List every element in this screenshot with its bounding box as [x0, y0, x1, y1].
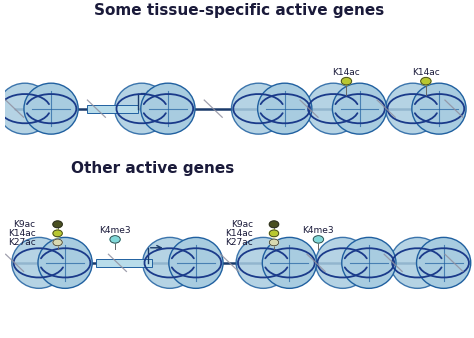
- Text: K4me3: K4me3: [302, 226, 334, 235]
- Text: K14ac: K14ac: [8, 229, 36, 238]
- Circle shape: [110, 236, 120, 243]
- Text: Some tissue-specific active genes: Some tissue-specific active genes: [94, 3, 384, 18]
- Ellipse shape: [143, 237, 197, 288]
- Circle shape: [53, 230, 62, 237]
- Circle shape: [341, 77, 352, 85]
- Ellipse shape: [12, 237, 66, 288]
- Text: K14ac: K14ac: [412, 68, 440, 77]
- Circle shape: [269, 239, 279, 246]
- Bar: [96, 259, 153, 267]
- Ellipse shape: [0, 83, 52, 134]
- Text: Other active genes: Other active genes: [71, 161, 234, 176]
- Text: K14ac: K14ac: [225, 229, 253, 238]
- Ellipse shape: [236, 237, 291, 288]
- Ellipse shape: [316, 237, 370, 288]
- Circle shape: [313, 236, 324, 243]
- Text: K9ac: K9ac: [14, 220, 36, 229]
- Ellipse shape: [332, 83, 387, 134]
- Circle shape: [421, 77, 431, 85]
- Ellipse shape: [306, 83, 360, 134]
- Ellipse shape: [115, 83, 169, 134]
- Ellipse shape: [342, 237, 396, 288]
- Ellipse shape: [231, 83, 286, 134]
- Ellipse shape: [412, 83, 466, 134]
- Text: K27ac: K27ac: [225, 238, 253, 247]
- Text: K14ac: K14ac: [333, 68, 360, 77]
- Text: K27ac: K27ac: [8, 238, 36, 247]
- Ellipse shape: [391, 237, 445, 288]
- Text: K9ac: K9ac: [231, 220, 253, 229]
- Ellipse shape: [169, 237, 223, 288]
- Ellipse shape: [417, 237, 471, 288]
- Ellipse shape: [38, 237, 92, 288]
- Ellipse shape: [386, 83, 440, 134]
- Ellipse shape: [262, 237, 317, 288]
- Text: K4me3: K4me3: [99, 226, 131, 235]
- Circle shape: [269, 221, 279, 228]
- Circle shape: [53, 221, 62, 228]
- Circle shape: [53, 239, 62, 246]
- Circle shape: [269, 230, 279, 237]
- Ellipse shape: [258, 83, 312, 134]
- Bar: [87, 105, 138, 113]
- Ellipse shape: [141, 83, 195, 134]
- Ellipse shape: [24, 83, 78, 134]
